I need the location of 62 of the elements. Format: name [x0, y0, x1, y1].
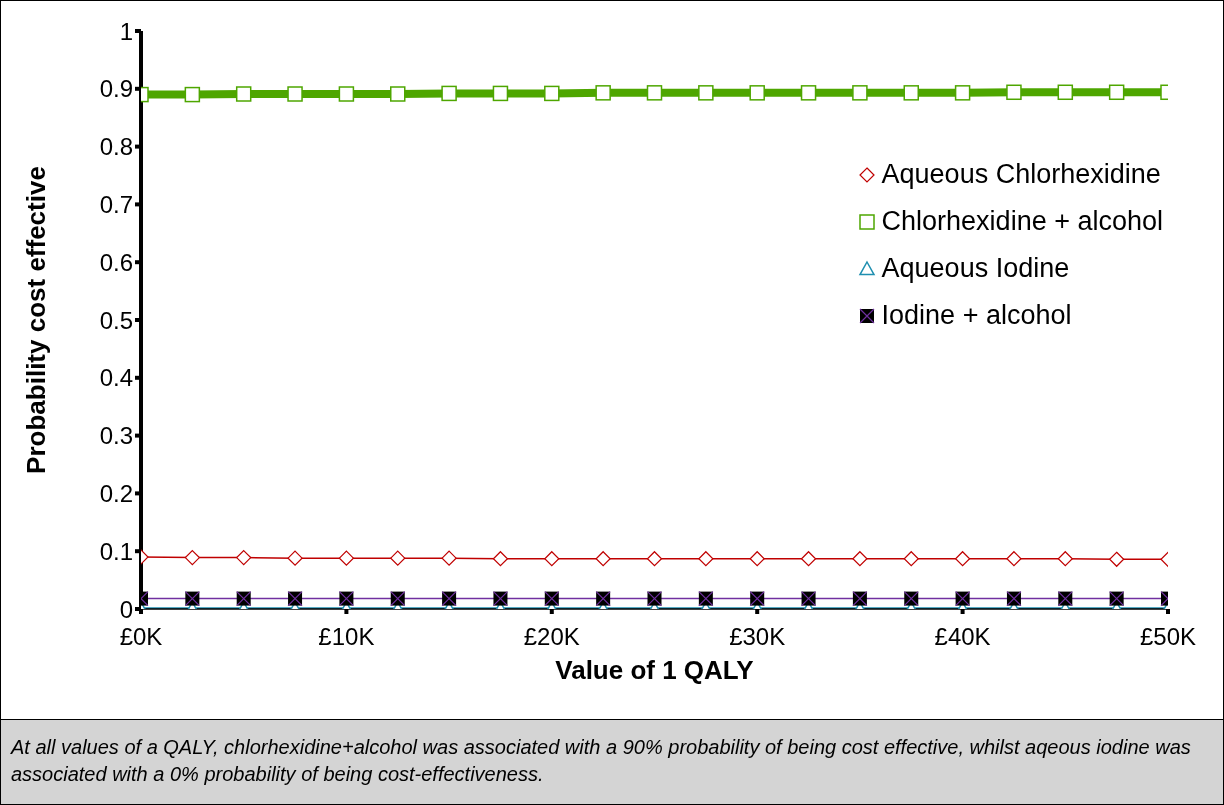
legend-label: Aqueous Chlorhexidine — [881, 159, 1161, 190]
legend-label: Iodine + alcohol — [881, 300, 1072, 331]
y-tick-label: 0.4 — [99, 364, 133, 392]
legend-label: Chlorhexidine + alcohol — [881, 206, 1163, 237]
point — [800, 551, 817, 567]
x-tick-label: £0K — [119, 623, 163, 651]
y-tick-label: 0.3 — [99, 422, 133, 450]
point — [390, 550, 406, 566]
point — [955, 551, 971, 567]
x-tick-label: £50K — [1139, 623, 1197, 651]
point — [646, 85, 663, 101]
point — [1057, 84, 1074, 101]
point — [698, 85, 714, 101]
point — [954, 85, 971, 101]
point — [1006, 551, 1022, 567]
point — [698, 551, 714, 567]
point — [1109, 551, 1125, 567]
point — [1108, 84, 1125, 101]
point — [595, 551, 611, 567]
point — [235, 86, 252, 102]
point — [852, 551, 868, 567]
point — [390, 86, 406, 102]
y-tick-label: 0.2 — [99, 479, 133, 507]
point — [441, 85, 457, 102]
point — [544, 551, 560, 567]
y-tick-label: 0.9 — [99, 75, 133, 103]
point — [749, 551, 765, 567]
y-axis-title: Probability cost effective — [21, 166, 52, 474]
point — [492, 85, 509, 102]
y-tick-label: 0 — [119, 595, 133, 623]
y-tick-label: 0.5 — [99, 306, 133, 334]
point — [1006, 84, 1022, 101]
point — [236, 549, 252, 566]
y-tick-label: 0.8 — [99, 133, 133, 161]
x-axis-title: Value of 1 QALY — [555, 655, 754, 685]
text: At all values of a QALY, chlorhexidine+alcohol was associated with a 90% probability of being cost effective, whilst aqeous iodine was associated with a 0% probability of being cost-effectiveness. — [11, 735, 1192, 787]
point — [595, 85, 611, 101]
point — [184, 86, 201, 103]
x-tick-label: £40K — [934, 623, 991, 651]
x-tick-label: £30K — [729, 623, 786, 651]
point — [184, 549, 200, 566]
y-tick-label: 0.1 — [99, 537, 133, 565]
point — [903, 85, 919, 101]
point — [287, 550, 303, 566]
point — [441, 550, 457, 566]
y-tick-label: 0.6 — [99, 248, 133, 276]
y-tick-label: 0.7 — [99, 190, 133, 218]
y-tick-label: 1 — [119, 17, 133, 45]
point — [492, 551, 509, 567]
point — [338, 86, 355, 102]
point — [1057, 551, 1073, 567]
x-tick-label: £20K — [523, 623, 580, 651]
x-tick-label: £10K — [318, 623, 375, 651]
legend-label: Aqueous Iodine — [881, 253, 1070, 284]
point — [800, 85, 817, 101]
point — [338, 550, 354, 566]
point — [287, 86, 303, 102]
point — [903, 551, 919, 567]
point — [852, 85, 868, 101]
point — [544, 85, 560, 102]
point — [749, 85, 765, 101]
point — [646, 551, 663, 567]
